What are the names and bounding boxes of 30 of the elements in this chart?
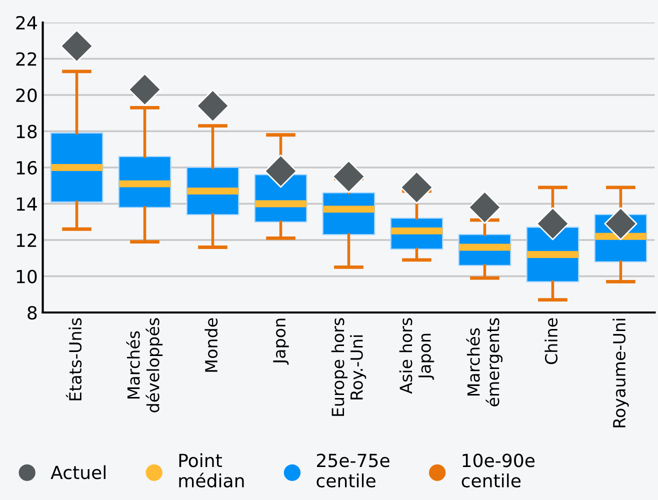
x-tick-label: Japon xyxy=(273,318,289,365)
y-tick-label: 16 xyxy=(16,160,37,175)
point xyxy=(468,190,502,224)
legend-label: Actuel xyxy=(50,465,106,480)
x-tick-label: Marchés développés xyxy=(126,318,163,412)
y-tick-label: 22 xyxy=(16,52,36,66)
point xyxy=(196,89,230,122)
point xyxy=(332,160,366,194)
x-tick-label: Chine xyxy=(544,318,558,364)
legend-label: 25e-75e centile xyxy=(316,454,390,488)
point xyxy=(400,170,434,204)
x-tick-label: Monde xyxy=(204,318,218,372)
y-tick-label: 24 xyxy=(16,16,37,30)
y-tick-label: 20 xyxy=(16,88,37,102)
y-tick-label: 12 xyxy=(16,233,36,247)
y-tick-label: 10 xyxy=(16,270,37,284)
x-tick-label: Asie hors Japon xyxy=(399,318,434,394)
point xyxy=(60,30,94,63)
x-tick-label: Europe hors Roy.-Uni xyxy=(331,318,366,416)
y-tick-label: 8 xyxy=(28,306,37,320)
y-tick-label: 14 xyxy=(16,197,37,211)
point xyxy=(264,154,298,188)
y-tick-label: 18 xyxy=(16,124,37,138)
legend-label: Point médian xyxy=(179,453,244,488)
point xyxy=(128,73,162,106)
x-tick-label: Marchés émergents xyxy=(466,318,503,406)
legend-label: 10e-90e centile xyxy=(462,454,535,488)
point xyxy=(536,207,570,240)
x-tick-label: États-Unis xyxy=(66,318,82,400)
x-tick-label: Royaume-Uni xyxy=(612,318,629,428)
